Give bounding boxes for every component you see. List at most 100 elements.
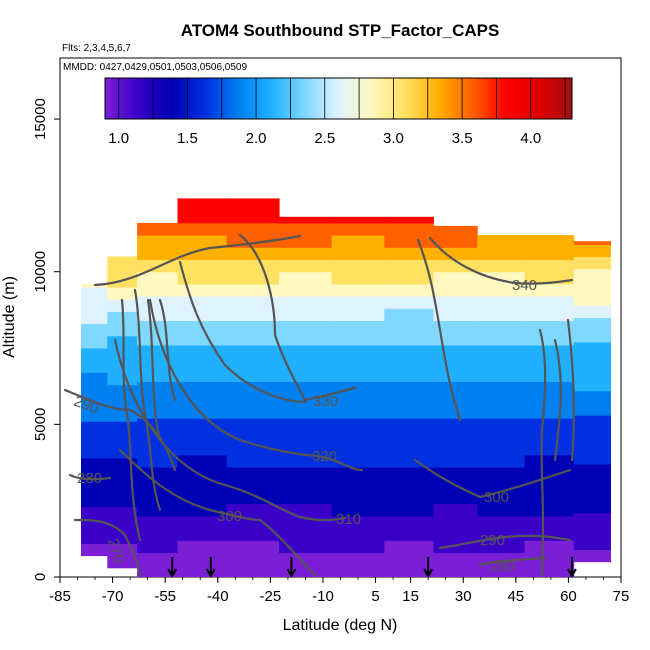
heatmap-cell [477,247,525,260]
heatmap-cell [433,454,478,468]
heatmap-cell [524,503,575,517]
contour-label-330: 330 [313,393,338,410]
contour-label-270: 270 [104,537,127,566]
heatmap-cell [433,442,478,456]
flights-label: Flts: 2,3,4,5,6,7 [62,43,131,54]
heatmap-cell [137,296,178,309]
heatmap-cell [81,335,108,349]
heatmap-cell [331,540,385,554]
contour-label-300b: 300 [484,489,509,506]
heatmap-cell [331,296,385,309]
heatmap-cell [137,454,178,468]
heatmap-cell [384,259,434,273]
heatmap-cell [81,409,108,422]
heatmap-cell [573,256,611,270]
heatmap-cell [177,442,228,456]
heatmap-cell [433,259,478,273]
heatmap-cell [433,308,478,321]
heatmap-cell [137,393,178,407]
heatmap-cell [279,345,333,358]
heatmap-cell [384,430,434,444]
heatmap-cell [137,283,178,297]
heatmap-cell [573,512,611,526]
heatmap-cell [177,210,228,224]
heatmap-cell [477,283,525,297]
heatmap-cell [573,244,611,257]
heatmap-cell [524,418,575,431]
heatmap-cell [384,454,434,468]
heatmap-cell [477,320,525,334]
heatmap-cell [279,222,333,236]
heatmap-cell [524,552,575,566]
y-axis-label: Altitude (m) [1,276,18,358]
heatmap-cell [137,540,178,554]
heatmap-cell [177,479,228,492]
heatmap-cell [177,393,228,407]
heatmap-cell [477,467,525,480]
heatmap-cell [384,369,434,383]
heatmap-cell [226,210,280,224]
heatmap-cell [433,503,478,517]
heatmap-cell [331,552,385,566]
heatmap-cell [573,354,611,367]
heatmap-cell [226,271,280,285]
heatmap-cell [331,528,385,541]
heatmap-cell [524,540,575,554]
heatmap-cell [81,433,108,447]
heatmap-cell [137,247,178,260]
heatmap-cell [477,528,525,541]
heatmap-cell [226,552,280,566]
heatmap-cell [107,433,138,447]
heatmap-cell [226,308,280,321]
heatmap-cell [226,198,280,212]
heatmap-cell [226,345,280,358]
heatmap-cell [279,479,333,492]
heatmap-cell [279,296,333,309]
heatmap-cell [433,467,478,480]
heatmap-cell [226,503,280,517]
heatmap-cell [331,271,385,285]
heatmap-cell [279,552,333,566]
heatmap-cell [384,503,434,517]
colorbar-tick-label: 4.0 [520,130,541,147]
heatmap-cell [573,341,611,355]
heatmap-cell [331,247,385,260]
heatmap-cell [107,555,138,569]
heatmap-cell [137,515,178,529]
heatmap-cell [177,491,228,505]
heatmap-cell [384,235,434,248]
y-axis: 0 5000 10000 15000 [32,98,60,581]
heatmap-cell [226,564,280,577]
profile-marker [167,557,178,579]
heatmap-cell [331,503,385,517]
y-tick-label: 10000 [32,251,49,293]
colorbar-tick-label: 1.5 [177,130,198,147]
heatmap-cell [384,442,434,456]
heatmap-cell [524,406,575,419]
heatmap-cell [477,369,525,383]
heatmap-cell [477,540,525,554]
heatmap-cell [137,528,178,541]
heatmap-cell [279,381,333,395]
profile-marker [567,557,577,579]
heatmap-cell [279,216,333,224]
colorbar-tick-label: 2.5 [314,130,335,147]
heatmap-cell [433,369,478,383]
heatmap-cell [137,467,178,480]
heatmap-cell [573,439,611,453]
heatmap-cell [477,454,525,468]
contour-lines [63,233,575,577]
heatmap-cell [226,406,280,419]
heatmap-cell [384,479,434,492]
contour-line-west-wiggle [120,288,177,542]
heatmap-cell [279,357,333,370]
heatmap-cell [477,393,525,407]
heatmap-cell [573,415,611,428]
heatmap-cell [177,235,228,248]
heatmap-cell [433,332,478,346]
heatmap-cell [477,308,525,321]
heatmap-cell [81,531,108,544]
heatmap-cell [433,271,478,285]
heatmap-cell [573,403,611,416]
